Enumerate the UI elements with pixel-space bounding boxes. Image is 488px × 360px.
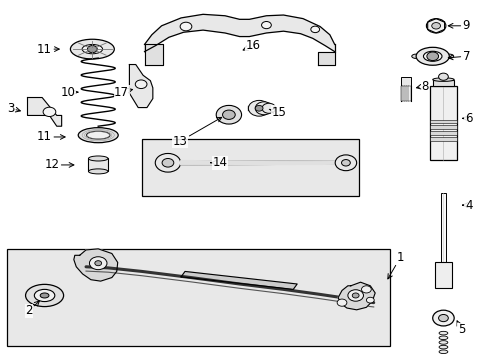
Ellipse shape [438, 331, 447, 335]
Ellipse shape [88, 156, 108, 161]
Text: 1: 1 [387, 251, 404, 279]
Circle shape [89, 257, 107, 270]
Bar [440, 193, 446, 288]
Ellipse shape [423, 51, 441, 61]
Bar [400, 77, 410, 86]
Polygon shape [129, 64, 153, 108]
Text: 14: 14 [210, 156, 227, 169]
Bar [429, 137, 456, 140]
Ellipse shape [444, 54, 453, 58]
Text: 8: 8 [416, 80, 427, 93]
Circle shape [310, 26, 319, 33]
Circle shape [248, 100, 269, 116]
Bar [402, 86, 404, 101]
Ellipse shape [438, 350, 447, 354]
Text: 9: 9 [447, 19, 469, 32]
Circle shape [162, 158, 173, 167]
Circle shape [222, 110, 235, 120]
Text: 11: 11 [37, 42, 59, 55]
Text: 10: 10 [61, 86, 78, 99]
Ellipse shape [415, 47, 448, 65]
Polygon shape [317, 51, 334, 65]
Circle shape [432, 310, 453, 326]
Text: 16: 16 [243, 39, 260, 52]
Circle shape [180, 22, 191, 31]
Circle shape [341, 159, 349, 166]
Ellipse shape [34, 289, 55, 302]
Polygon shape [337, 282, 374, 310]
Text: 7: 7 [447, 50, 469, 63]
Circle shape [431, 23, 440, 29]
Bar [6, 249, 389, 346]
Ellipse shape [88, 169, 108, 174]
Circle shape [255, 102, 272, 115]
Circle shape [426, 52, 438, 60]
Text: 13: 13 [172, 117, 221, 148]
Bar [429, 131, 456, 135]
Bar [429, 120, 456, 123]
Circle shape [216, 105, 241, 124]
Text: 17: 17 [114, 86, 132, 99]
Bar [407, 86, 410, 101]
Text: 11: 11 [37, 130, 65, 144]
Polygon shape [144, 44, 162, 65]
Ellipse shape [82, 44, 102, 54]
Text: 2: 2 [25, 301, 39, 318]
Circle shape [87, 45, 97, 53]
Text: 6: 6 [462, 112, 471, 125]
Circle shape [334, 155, 356, 171]
Circle shape [135, 80, 147, 89]
Text: 12: 12 [44, 158, 74, 171]
Polygon shape [180, 161, 342, 165]
Polygon shape [74, 249, 118, 281]
Circle shape [426, 19, 445, 33]
Bar [429, 86, 456, 159]
Bar [400, 86, 402, 101]
Bar [432, 80, 453, 86]
Polygon shape [27, 98, 61, 126]
Ellipse shape [438, 341, 447, 344]
Circle shape [255, 105, 263, 111]
Ellipse shape [78, 128, 118, 143]
Circle shape [336, 299, 346, 306]
Text: 5: 5 [456, 321, 464, 336]
Text: 15: 15 [269, 106, 285, 119]
Circle shape [43, 107, 56, 117]
Circle shape [438, 315, 447, 321]
Polygon shape [181, 271, 297, 289]
Ellipse shape [25, 284, 63, 307]
Ellipse shape [86, 131, 110, 139]
Circle shape [155, 153, 180, 172]
Circle shape [347, 290, 363, 301]
Circle shape [366, 297, 373, 303]
Circle shape [361, 286, 370, 293]
Ellipse shape [438, 345, 447, 349]
Text: 4: 4 [462, 199, 471, 212]
Circle shape [262, 103, 275, 113]
Ellipse shape [432, 78, 453, 81]
Circle shape [95, 261, 102, 266]
Bar [404, 86, 406, 101]
Bar [429, 126, 456, 129]
Bar [406, 86, 408, 101]
Circle shape [438, 73, 447, 80]
Circle shape [351, 293, 358, 298]
Polygon shape [144, 14, 334, 51]
Bar [434, 262, 451, 288]
Bar [88, 158, 108, 171]
Ellipse shape [438, 336, 447, 339]
Ellipse shape [40, 293, 49, 298]
Bar [142, 139, 358, 196]
Ellipse shape [70, 39, 114, 59]
Circle shape [261, 22, 271, 29]
Text: 3: 3 [7, 102, 20, 115]
Ellipse shape [411, 54, 420, 58]
